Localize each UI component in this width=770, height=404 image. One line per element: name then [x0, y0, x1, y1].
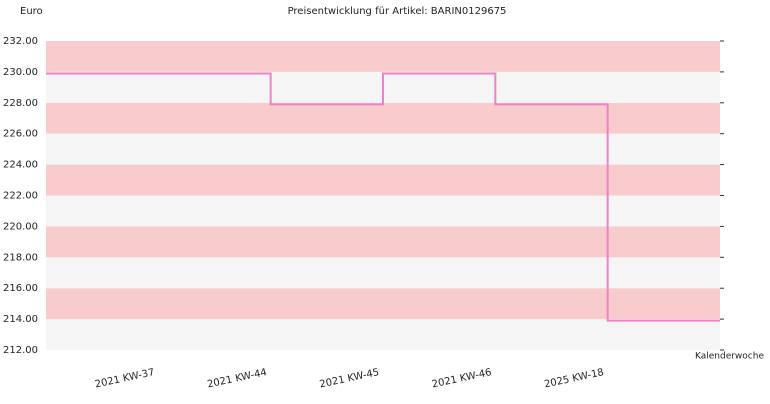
background-band — [46, 102, 720, 134]
x-axis-label: Kalenderwoche — [695, 352, 764, 362]
background-band — [46, 164, 720, 196]
background-band — [46, 319, 720, 350]
y-tick-label: 218.00 — [3, 252, 38, 263]
chart-title: Preisentwicklung für Artikel: BARIN01296… — [288, 6, 507, 17]
background-band — [46, 195, 720, 227]
y-tick-label: 216.00 — [3, 283, 38, 294]
x-tick-label: 2025 KW-18 — [543, 367, 605, 390]
x-tick-label: 2021 KW-45 — [319, 367, 381, 390]
background-band — [46, 41, 720, 72]
background-band — [46, 288, 720, 320]
y-tick-label: 214.00 — [3, 314, 38, 325]
x-tick-label: 2021 KW-44 — [206, 367, 268, 390]
background-band — [46, 257, 720, 289]
x-tick-label: 2021 KW-46 — [431, 367, 493, 390]
y-tick-label: 224.00 — [3, 160, 38, 171]
background-band — [46, 226, 720, 258]
price-line — [46, 72, 720, 322]
y-tick-label: 232.00 — [3, 36, 38, 47]
y-tick-label: 230.00 — [3, 67, 38, 78]
y-tick-label: 222.00 — [3, 191, 38, 202]
x-tick-label: 2021 KW-37 — [94, 367, 156, 390]
y-tick-label: 220.00 — [3, 221, 38, 232]
background-band — [46, 133, 720, 165]
y-tick-label: 226.00 — [3, 129, 38, 140]
y-tick-label: 228.00 — [3, 98, 38, 109]
y-tick-label: 212.00 — [3, 345, 38, 356]
y-axis-label: Euro — [20, 6, 43, 17]
